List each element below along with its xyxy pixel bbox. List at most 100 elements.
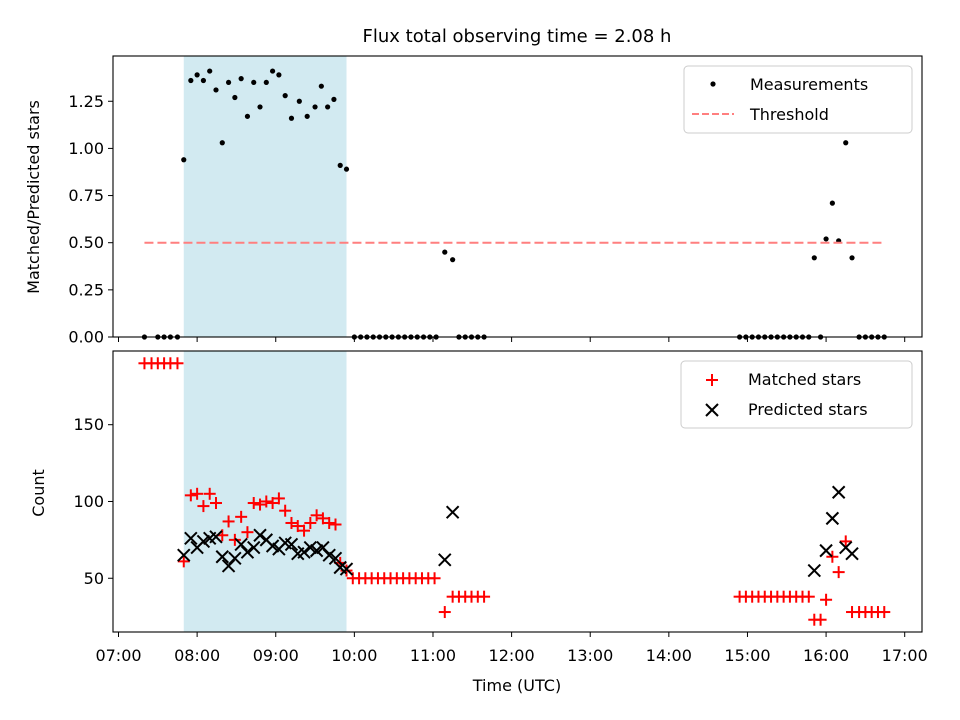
matched-stars-point: [222, 515, 235, 528]
predicted-stars-point: [339, 562, 354, 576]
predicted-stars-point: [807, 563, 821, 578]
xtick-label: 16:00: [803, 646, 849, 665]
predicted-stars-point: [445, 505, 460, 519]
measurements-point: [318, 83, 324, 89]
matched-stars-point: [323, 516, 336, 529]
measurements-point: [200, 77, 207, 84]
matched-stars-point: [184, 489, 197, 502]
matched-stars-point: [298, 524, 311, 537]
matched-stars-point: [272, 492, 285, 505]
top-ytick-label: 0.75: [68, 186, 104, 205]
measurements-point: [219, 140, 225, 146]
matched-stars-point: [191, 487, 204, 500]
predicted-stars-point: [825, 511, 840, 526]
matched-stars-point: [438, 606, 451, 619]
measurements-point: [257, 104, 263, 110]
measurements-point: [188, 77, 194, 84]
top-ytick-label: 1.25: [68, 92, 104, 111]
measurements-point: [263, 79, 269, 86]
legend-matched-marker: [706, 374, 718, 386]
matched-stars-point: [247, 497, 260, 510]
measurements-point: [213, 87, 219, 93]
xtick-label: 17:00: [882, 646, 928, 665]
xtick-label: 12:00: [489, 646, 535, 665]
measurements-point: [829, 200, 835, 206]
measurements-point: [450, 257, 456, 263]
top-panel: 0.00 0.25 0.50 0.75 1.00 1.25 Matched/Predict…: [24, 55, 923, 347]
measurements-point: [849, 255, 855, 261]
measurements-point: [238, 76, 244, 82]
measurements-point: [337, 162, 343, 168]
matched-stars-point: [826, 550, 839, 563]
bottom-ytick-label: 100: [73, 492, 104, 511]
matched-stars-point: [304, 516, 317, 529]
measurements-point: [312, 104, 318, 110]
measurements-point: [244, 113, 251, 119]
observing-interval-shade: [183, 351, 347, 632]
measurements-point: [331, 96, 337, 102]
predicted-stars-point: [209, 530, 223, 544]
measurements-point: [232, 94, 238, 101]
bottom-ytick-label: 50: [84, 569, 104, 588]
measurements-point: [207, 68, 213, 74]
observing-interval-shade: [183, 56, 347, 337]
legend-matched-label: Matched stars: [748, 370, 861, 389]
predicted-stars-point: [297, 545, 311, 559]
matched-stars-point: [820, 593, 833, 606]
xtick-label: 10:00: [331, 646, 377, 665]
predicted-stars-point: [177, 548, 191, 562]
bottom-panel: 50 100 150 07:00 08:00 09:00 10:00 11:00 12:00 1…: [29, 350, 928, 695]
legend-predicted-marker: [705, 403, 719, 417]
top-ytick-label: 0.50: [68, 233, 104, 252]
predicted-stars-point: [438, 553, 452, 567]
matched-stars-point: [241, 526, 254, 539]
bottom-ytick-label: 150: [73, 415, 104, 434]
xtick-label: 14:00: [646, 646, 692, 665]
measurements-point: [194, 72, 200, 78]
measurements-point: [269, 68, 276, 74]
predicted-stars-point: [845, 546, 859, 561]
matched-stars-point: [316, 512, 329, 525]
matched-stars-point: [839, 535, 852, 548]
matched-stars-point: [228, 533, 241, 546]
top-ytick-label: 0.25: [68, 280, 104, 299]
bottom-ylabel: Count: [29, 469, 48, 517]
top-ylabel: Matched/Predicted stars: [24, 100, 43, 294]
measurements-point: [251, 79, 257, 86]
matched-stars-point: [832, 566, 845, 579]
matched-stars-point: [197, 500, 210, 513]
xtick-label: 15:00: [724, 646, 770, 665]
measurements-point: [442, 249, 448, 255]
measurements-point: [225, 79, 232, 86]
predicted-stars-point: [253, 528, 267, 542]
legend-measurements-label: Measurements: [750, 75, 868, 94]
matched-stars-point: [478, 590, 491, 603]
matched-stars-point: [291, 520, 304, 533]
matched-stars-point: [177, 555, 190, 568]
matched-stars-point: [266, 497, 279, 510]
matched-stars-point: [260, 495, 273, 508]
xtick-label: 07:00: [95, 646, 141, 665]
measurements-point: [823, 236, 829, 242]
legend-predicted-label: Predicted stars: [748, 400, 868, 419]
bottom-axes-frame: [112, 350, 923, 633]
measurements-point: [296, 98, 302, 104]
xtick-label: 11:00: [410, 646, 456, 665]
matched-stars-point: [254, 498, 267, 511]
matched-stars-point: [279, 504, 292, 517]
legend-measurements-marker: [710, 81, 716, 87]
xtick-label: 09:00: [253, 646, 299, 665]
measurements-point: [304, 113, 310, 119]
predicted-stars-point: [184, 531, 198, 546]
matched-stars-point: [171, 357, 184, 370]
top-legend: Measurements Threshold: [683, 65, 913, 134]
matched-stars-point: [428, 572, 441, 585]
predicted-stars-point: [240, 545, 255, 559]
matched-stars-point: [329, 518, 342, 531]
legend-threshold-label: Threshold: [749, 105, 829, 124]
chart-title: Flux total observing time = 2.08 h: [363, 26, 672, 47]
predicted-stars-point: [284, 537, 299, 552]
matched-stars-point: [310, 509, 323, 522]
measurements-point: [288, 115, 295, 121]
